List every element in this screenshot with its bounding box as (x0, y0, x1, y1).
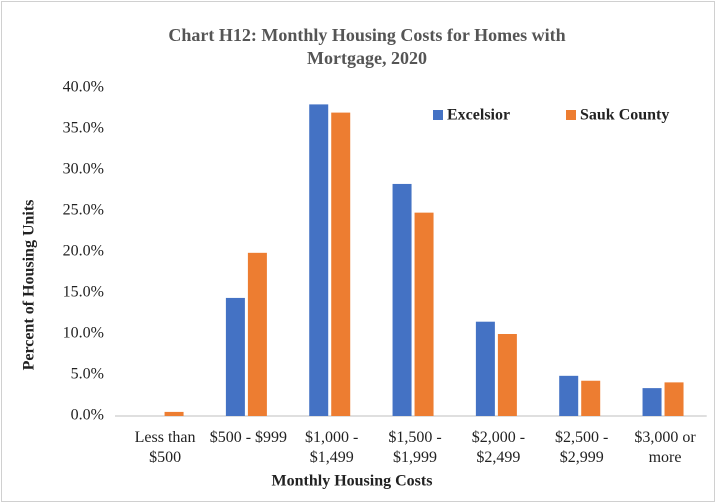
bar (559, 375, 579, 416)
x-tick-label: $2,500 - $2,999 (555, 429, 609, 466)
y-tick-label: 0.0% (71, 407, 104, 424)
y-tick-label: 5.0% (71, 366, 104, 383)
x-tick-label: $2,000 - $2,499 (471, 429, 526, 466)
legend-label: Excelsior (447, 107, 510, 124)
x-tick-label: $3,000 or more (634, 429, 696, 466)
x-axis-label: Monthly Housing Costs (272, 473, 433, 490)
bar (664, 382, 684, 416)
chart-title: Chart H12: Monthly Housing Costs for Hom… (168, 25, 566, 68)
x-tick-label: $1,000 - $1,499 (305, 429, 359, 466)
y-tick-label: 40.0% (63, 79, 104, 96)
title-box: Chart H12: Monthly Housing Costs for Hom… (168, 25, 566, 68)
bar (497, 334, 517, 416)
y-tick-label: 25.0% (63, 202, 104, 219)
bar (581, 380, 601, 416)
y-tick-label: 30.0% (63, 161, 104, 178)
y-tick-label: 15.0% (63, 284, 104, 301)
legend-label: Sauk County (580, 107, 669, 124)
y-tick-label: 10.0% (63, 325, 104, 342)
bar (414, 212, 434, 416)
bar (331, 112, 351, 416)
x-tick-label: $500 - $999 (209, 429, 288, 446)
x-tick-label: $1,500 - $1,999 (388, 429, 442, 466)
bar (309, 104, 329, 417)
legend-swatch (433, 110, 443, 120)
y-tick-label: 20.0% (63, 243, 104, 260)
y-axis-label: Percent of Housing Units (21, 200, 38, 371)
bar (164, 411, 184, 416)
y-tick-label: 35.0% (63, 120, 104, 137)
bar (642, 388, 662, 416)
legend-swatch (566, 110, 576, 120)
bar (392, 183, 412, 416)
bar (225, 297, 245, 416)
x-tick-label: Less than $500 (134, 429, 196, 466)
bar (475, 321, 495, 416)
bar (247, 252, 267, 416)
